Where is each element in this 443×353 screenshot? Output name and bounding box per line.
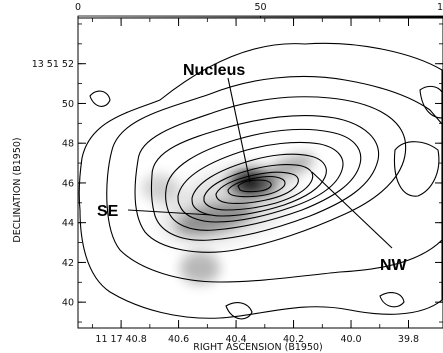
y-tick-label: 40 [62, 298, 74, 309]
contour-level-9 [215, 171, 299, 204]
contour-level-4 [150, 115, 380, 241]
x-tick-label: 39.8 [398, 334, 419, 345]
contour-noise-b [419, 85, 443, 119]
x-axis-ticks: 11 17 40.8 40.6 40.4 40.2 40.0 39.8 [91, 18, 419, 345]
emission-se-knot [142, 174, 178, 202]
y-tick-label: 44 [62, 218, 74, 229]
greyscale-image [142, 154, 315, 284]
contour-level-6 [177, 141, 344, 223]
x-tick-label: 40.6 [168, 334, 189, 345]
se-pointer [127, 209, 213, 216]
y-axis-ticks: 13 51 52 50 48 46 44 42 40 [32, 23, 443, 323]
contour-lines [78, 42, 443, 320]
annotation-se: SE [97, 203, 119, 220]
contour-level-1 [78, 42, 443, 319]
nucleus-pointer [227, 77, 251, 183]
annotation-nucleus: Nucleus [183, 62, 245, 79]
annotation-nw: NW [380, 257, 408, 274]
contour-level-10 [227, 176, 286, 198]
contour-noise-a [393, 141, 440, 197]
contour-level-11 [237, 179, 272, 193]
x-axis-title: RIGHT ASCENSION (B1950) [193, 342, 323, 353]
contour-level-3 [134, 96, 407, 253]
contour-level-2 [106, 75, 443, 283]
colorbar-tick-label: 0 [75, 2, 81, 13]
y-tick-label: 13 51 52 [32, 59, 74, 70]
axes-border [77, 17, 443, 329]
colorbar-tick-label: 1 [437, 2, 443, 13]
y-axis-title: DECLINATION (B1950) [12, 137, 23, 242]
contour-noise-d [89, 90, 111, 107]
y-tick-label: 42 [62, 258, 74, 269]
contour-level-8 [203, 164, 314, 211]
contour-noise-e [379, 292, 405, 308]
annotation-lines [127, 77, 393, 249]
x-tick-label: 40.2 [283, 334, 304, 345]
x-tick-label: 40.0 [340, 334, 361, 345]
y-tick-label: 46 [62, 178, 74, 189]
y-tick-label: 48 [62, 139, 74, 150]
plot-area: 11 17 40.8 40.6 40.4 40.2 40.0 39.8 13 51 52 5… [32, 17, 443, 345]
nw-pointer [311, 171, 393, 249]
x-tick-label: 11 17 40.8 [95, 334, 146, 345]
x-tick-label: 40.4 [225, 334, 246, 345]
emission-south-tail [180, 252, 220, 284]
y-tick-label: 50 [62, 99, 74, 110]
colorbar-tick-label: 50 [254, 2, 266, 13]
contour-noise-c [225, 302, 253, 320]
contour-level-5 [165, 128, 362, 231]
